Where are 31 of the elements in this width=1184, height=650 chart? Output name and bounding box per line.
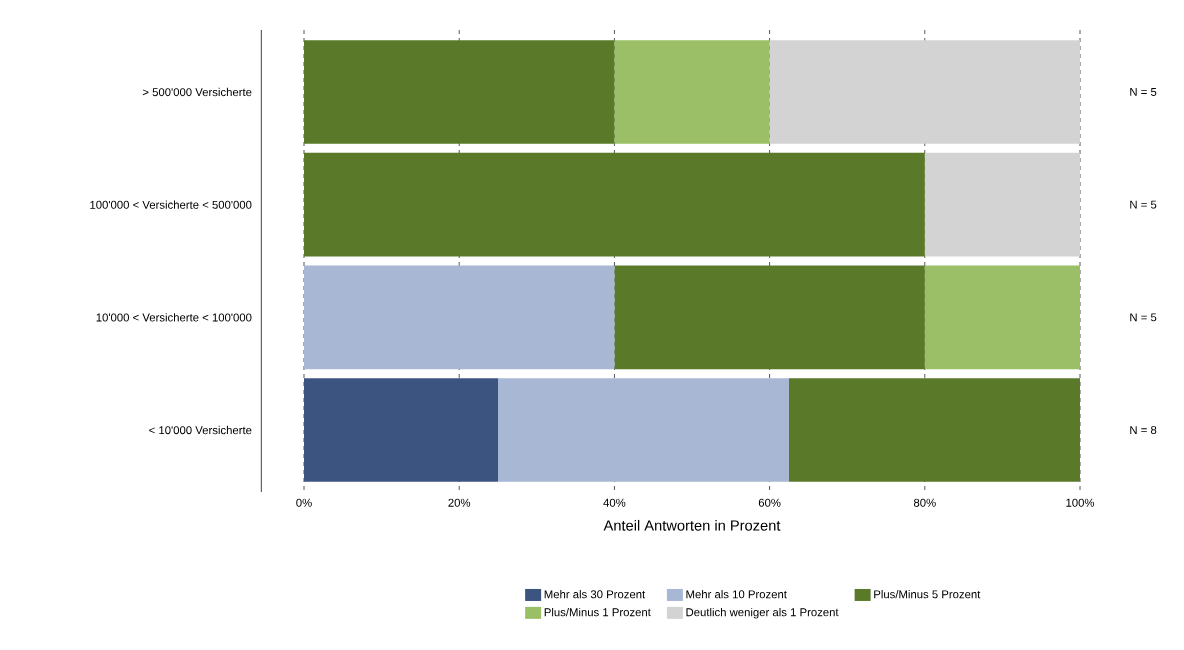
- bar: [614, 265, 925, 370]
- bar: [789, 378, 1081, 482]
- bar: [304, 40, 615, 144]
- bar: [924, 265, 1081, 370]
- bar: [304, 378, 498, 482]
- x-axis-title: Anteil Antworten in Prozent: [603, 519, 781, 531]
- y-tick-label: 10'000 < Versicherte < 100'000: [96, 313, 252, 322]
- bar: [614, 40, 770, 144]
- legend-label: Plus/Minus 1 Prozent: [544, 607, 651, 617]
- legend-label: Mehr als 30 Prozent: [544, 590, 646, 599]
- bar: [304, 265, 615, 370]
- text: N = 5: [1130, 200, 1157, 209]
- legend-label: Deutlich weniger als 1 Prozent: [686, 607, 839, 619]
- bar: [498, 378, 790, 482]
- x-tick-label: 100%: [1066, 498, 1095, 507]
- text: N = 5: [1130, 88, 1157, 96]
- x-tick-label: 40%: [603, 498, 626, 507]
- text: N = 8: [1130, 426, 1157, 435]
- x-tick-label: 80%: [913, 498, 936, 507]
- legend-label: Mehr als 10 Prozent: [686, 590, 787, 599]
- legend-label: Plus/Minus 5 Prozent: [874, 590, 981, 599]
- bar: [924, 152, 1081, 257]
- x-tick-label: 0%: [296, 498, 312, 507]
- bar: [769, 40, 1081, 144]
- text: N = 5: [1130, 313, 1157, 322]
- x-tick-label: 60%: [758, 498, 781, 507]
- x-tick-label: 20%: [448, 498, 471, 507]
- y-tick-label: 100'000 < Versicherte < 500'000: [90, 200, 252, 209]
- y-tick-label: < 10'000 Versicherte: [149, 425, 252, 435]
- y-tick-label: > 500'000 Versicherte: [142, 87, 252, 97]
- bar: [304, 152, 925, 257]
